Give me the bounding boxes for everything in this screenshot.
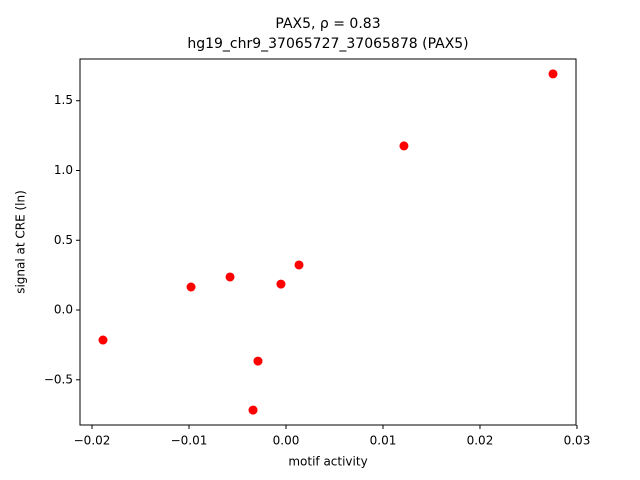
x-tick-label: 0.03 xyxy=(564,434,591,448)
y-tick-label: 1.0 xyxy=(54,163,73,177)
point xyxy=(253,356,263,366)
x-tick-label: 0.02 xyxy=(467,434,494,448)
point xyxy=(225,272,235,282)
point xyxy=(98,335,108,345)
y-tick-label: 0.0 xyxy=(54,303,73,317)
x-tick-label: 0.01 xyxy=(370,434,397,448)
y-tick-label: 0.5 xyxy=(54,233,73,247)
y-tick-label: −0.5 xyxy=(44,372,73,386)
point xyxy=(186,282,196,292)
x-tick-label: −0.01 xyxy=(171,434,208,448)
y-tick-label: 1.5 xyxy=(54,93,73,107)
point xyxy=(399,141,409,151)
point xyxy=(248,405,258,415)
plot-frame xyxy=(79,58,577,426)
point xyxy=(294,260,304,270)
point xyxy=(276,279,286,289)
chart-title: PAX5, ρ = 0.83 xyxy=(275,16,380,32)
chart-subtitle: hg19_chr9_37065727_37065878 (PAX5) xyxy=(187,36,468,52)
point xyxy=(548,69,558,79)
x-tick-label: 0.00 xyxy=(273,434,300,448)
x-axis-label: motif activity xyxy=(288,455,367,469)
y-axis-label: signal at CRE (ln) xyxy=(14,190,28,294)
x-tick-label: −0.02 xyxy=(74,434,111,448)
